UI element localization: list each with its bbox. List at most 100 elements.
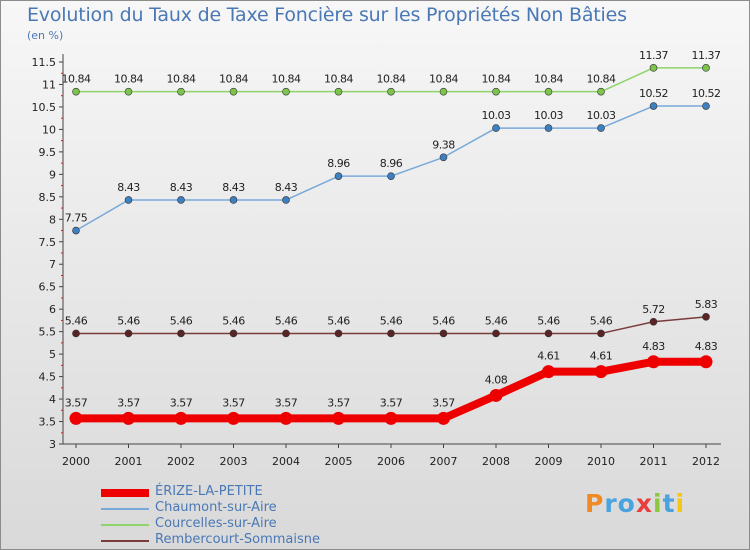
data-point-courcelles-sur-aire [439, 87, 448, 96]
y-tick-label: 7.5 [39, 236, 57, 249]
data-point-rembercourt-sommaisne [124, 329, 133, 338]
data-label-chaumont-sur-aire: 9.38 [432, 138, 455, 151]
data-point-courcelles-sur-aire [334, 87, 343, 96]
y-tick-label: 9.5 [39, 146, 57, 159]
logo-letter: r [604, 489, 618, 518]
data-label-courcelles-sur-aire: 10.84 [587, 73, 616, 86]
data-label-courcelles-sur-aire: 10.84 [62, 73, 91, 86]
data-point-chaumont-sur-aire [124, 196, 133, 204]
data-label-erize-la-petite: 4.61 [537, 350, 560, 363]
data-label-courcelles-sur-aire: 10.84 [324, 73, 353, 86]
data-label-chaumont-sur-aire: 10.03 [482, 109, 511, 122]
y-tick-label: 5.5 [39, 326, 57, 339]
data-point-erize-la-petite [647, 355, 660, 369]
data-point-rembercourt-sommaisne [72, 329, 80, 338]
data-point-erize-la-petite [69, 411, 83, 425]
data-point-courcelles-sur-aire [229, 87, 238, 96]
data-label-rembercourt-sommaisne: 5.46 [485, 314, 508, 327]
logo-letter: i [675, 489, 686, 518]
data-label-erize-la-petite: 4.83 [642, 340, 665, 353]
data-label-rembercourt-sommaisne: 5.46 [65, 314, 88, 327]
data-label-courcelles-sur-aire: 10.84 [114, 73, 143, 86]
logo-letter: i [653, 489, 663, 518]
data-point-chaumont-sur-aire [334, 172, 343, 180]
data-point-erize-la-petite [542, 365, 555, 379]
legend-swatch [101, 489, 149, 497]
chart-title: Evolution du Taux de Taxe Foncière sur l… [27, 4, 627, 26]
data-label-courcelles-sur-aire: 10.84 [377, 73, 406, 86]
y-tick-label: 8.5 [39, 191, 57, 204]
y-tick-label: 6.5 [39, 281, 57, 294]
data-point-rembercourt-sommaisne [492, 329, 500, 338]
legend-label: Chaumont-sur-Aire [155, 500, 277, 515]
logo-letter: P [585, 489, 605, 518]
data-point-rembercourt-sommaisne [177, 329, 185, 338]
data-point-chaumont-sur-aire [387, 172, 395, 180]
y-tick-label: 5 [49, 348, 56, 361]
data-label-erize-la-petite: 3.57 [432, 396, 455, 409]
y-tick-label: 7 [49, 258, 56, 271]
x-tick-label: 2011 [640, 455, 668, 468]
data-point-rembercourt-sommaisne [387, 329, 395, 338]
legend-label: Rembercourt-Sommaisne [155, 532, 321, 547]
data-label-courcelles-sur-aire: 10.84 [534, 73, 563, 86]
data-label-rembercourt-sommaisne: 5.46 [327, 314, 350, 327]
logo-letter: o [617, 489, 636, 518]
data-point-chaumont-sur-aire [544, 124, 553, 132]
data-label-chaumont-sur-aire: 10.52 [692, 87, 721, 100]
data-label-rembercourt-sommaisne: 5.46 [380, 314, 403, 327]
data-label-chaumont-sur-aire: 8.43 [117, 181, 140, 194]
data-label-chaumont-sur-aire: 8.43 [222, 181, 245, 194]
data-point-courcelles-sur-aire [177, 87, 185, 96]
data-point-courcelles-sur-aire [72, 87, 80, 96]
data-label-rembercourt-sommaisne: 5.46 [537, 314, 560, 327]
x-tick-label: 2007 [430, 455, 458, 468]
data-point-rembercourt-sommaisne [334, 329, 343, 338]
data-point-erize-la-petite [437, 411, 450, 425]
data-point-chaumont-sur-aire [597, 124, 605, 132]
data-label-rembercourt-sommaisne: 5.83 [695, 298, 718, 311]
data-label-chaumont-sur-aire: 10.52 [639, 87, 668, 100]
data-label-courcelles-sur-aire: 10.84 [272, 73, 301, 86]
data-point-courcelles-sur-aire [597, 87, 605, 96]
data-point-courcelles-sur-aire [544, 87, 553, 96]
legend-swatch [101, 524, 149, 526]
y-tick-label: 8 [49, 213, 56, 226]
y-tick-label: 3.5 [39, 416, 57, 429]
data-label-erize-la-petite: 4.83 [695, 340, 718, 353]
data-point-chaumont-sur-aire [72, 226, 80, 235]
data-point-erize-la-petite [699, 355, 713, 369]
data-label-erize-la-petite: 3.57 [380, 396, 403, 409]
y-tick-label: 6 [49, 303, 56, 316]
data-point-chaumont-sur-aire [492, 124, 500, 132]
data-point-courcelles-sur-aire [492, 87, 500, 96]
x-tick-label: 2006 [377, 455, 405, 468]
data-point-rembercourt-sommaisne [597, 329, 605, 338]
data-point-chaumont-sur-aire [177, 196, 185, 204]
data-label-chaumont-sur-aire: 8.96 [327, 157, 350, 170]
data-point-erize-la-petite [174, 411, 188, 425]
y-tick-label: 10.5 [32, 101, 57, 114]
data-point-erize-la-petite [489, 388, 503, 402]
x-tick-label: 2009 [535, 455, 563, 468]
x-tick-label: 2010 [587, 455, 615, 468]
data-label-chaumont-sur-aire: 8.96 [380, 157, 403, 170]
data-label-courcelles-sur-aire: 10.84 [167, 73, 196, 86]
x-tick-label: 2008 [482, 455, 510, 468]
data-label-rembercourt-sommaisne: 5.46 [432, 314, 455, 327]
data-point-rembercourt-sommaisne [282, 329, 290, 338]
data-point-chaumont-sur-aire [282, 196, 290, 204]
x-tick-label: 2004 [272, 455, 300, 468]
data-label-erize-la-petite: 3.57 [170, 396, 193, 409]
data-point-courcelles-sur-aire [282, 87, 290, 96]
data-label-courcelles-sur-aire: 10.84 [482, 73, 511, 86]
data-point-courcelles-sur-aire [649, 64, 658, 72]
data-point-chaumont-sur-aire [702, 102, 710, 110]
data-point-rembercourt-sommaisne [702, 313, 710, 321]
data-point-courcelles-sur-aire [124, 87, 133, 96]
data-point-erize-la-petite [332, 411, 345, 425]
data-label-rembercourt-sommaisne: 5.46 [117, 314, 140, 327]
data-point-erize-la-petite [594, 365, 608, 379]
logo-letter: t [662, 489, 676, 518]
data-point-rembercourt-sommaisne [439, 329, 448, 338]
